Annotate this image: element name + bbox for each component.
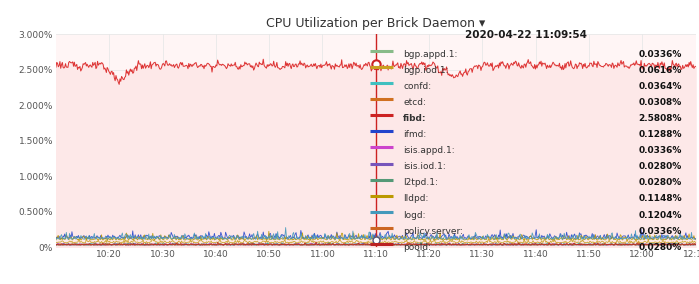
- Text: 0.1288%: 0.1288%: [639, 130, 682, 139]
- Text: logd:: logd:: [403, 211, 426, 220]
- Text: policy.server:: policy.server:: [403, 227, 463, 236]
- Text: bgp.appd.1:: bgp.appd.1:: [403, 49, 458, 59]
- Text: 0.0280%: 0.0280%: [639, 178, 682, 187]
- Text: bgp.iod.1:: bgp.iod.1:: [403, 66, 449, 75]
- Text: 0.0308%: 0.0308%: [639, 98, 682, 107]
- Text: 0.0280%: 0.0280%: [639, 243, 682, 252]
- Text: etcd:: etcd:: [403, 98, 426, 107]
- Text: 0.0280%: 0.0280%: [639, 162, 682, 171]
- Text: 0.1148%: 0.1148%: [638, 195, 682, 203]
- Text: 0.0364%: 0.0364%: [639, 82, 682, 91]
- Text: isis.iod.1:: isis.iod.1:: [403, 162, 446, 171]
- Text: 0.0616%: 0.0616%: [639, 66, 682, 75]
- Title: CPU Utilization per Brick Daemon ▾: CPU Utilization per Brick Daemon ▾: [266, 17, 485, 30]
- Text: ifmd:: ifmd:: [403, 130, 426, 139]
- Text: 2.5808%: 2.5808%: [639, 114, 682, 123]
- Text: 0.0336%: 0.0336%: [639, 49, 682, 59]
- Text: poold:: poold:: [403, 243, 431, 252]
- Text: 0.0336%: 0.0336%: [639, 227, 682, 236]
- Text: lldpd:: lldpd:: [403, 195, 428, 203]
- Text: l2tpd.1:: l2tpd.1:: [403, 178, 438, 187]
- Text: 2020-04-22 11:09:54: 2020-04-22 11:09:54: [465, 30, 587, 40]
- Text: 0.0336%: 0.0336%: [639, 146, 682, 155]
- Text: 0.1204%: 0.1204%: [639, 211, 682, 220]
- Text: isis.appd.1:: isis.appd.1:: [403, 146, 455, 155]
- Text: fibd:: fibd:: [403, 114, 426, 123]
- Text: confd:: confd:: [403, 82, 431, 91]
